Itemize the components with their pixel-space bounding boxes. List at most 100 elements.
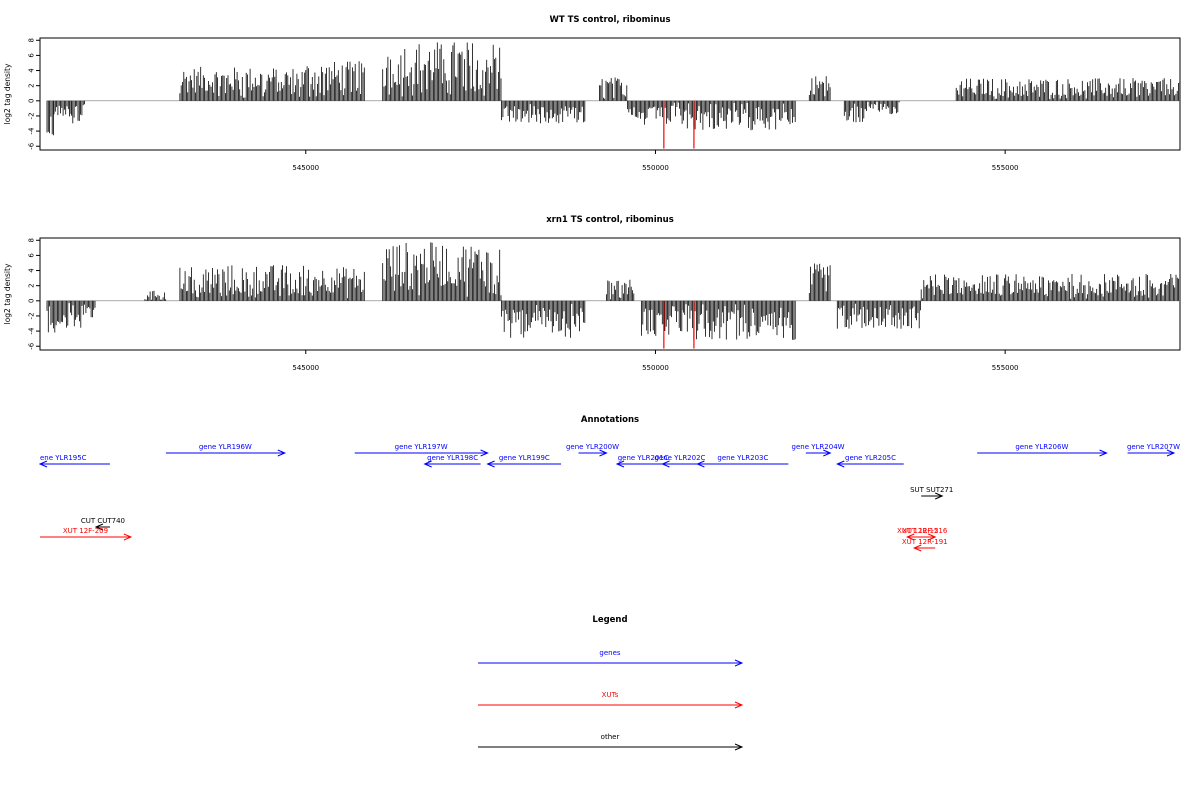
- annotation-label: gene YLR197W: [395, 443, 448, 451]
- track-wt-ytick-label: 2: [28, 83, 36, 87]
- track-wt-ytick-label: 4: [28, 68, 36, 73]
- feature-arrowhead: [836, 460, 845, 468]
- legend-item: other: [478, 733, 744, 751]
- track-xrn1-xtick-label: 555000: [992, 364, 1019, 372]
- feature-arrowhead: [615, 460, 625, 468]
- track-wt-title: WT TS control, ribominus: [549, 15, 670, 25]
- annotation-feature: gene YLR201C: [615, 454, 670, 468]
- annotation-label: XUT 12R-191: [902, 538, 948, 546]
- track-wt: WT TS control, ribominus log2 tag densit…: [3, 15, 1181, 172]
- feature-arrowhead: [94, 523, 104, 531]
- track-xrn1-ytick-label: -6: [28, 342, 36, 350]
- annotation-feature: XUT 12F-209: [40, 527, 133, 541]
- annotation-label: gene YLR196W: [199, 443, 252, 451]
- annotation-feature: gene YLR204W: [792, 443, 845, 457]
- annotation-label: ene YLR195C: [40, 454, 87, 462]
- annotation-label: gene YLR206W: [1015, 443, 1068, 451]
- feature-arrowhead: [1099, 449, 1108, 457]
- track-wt-ytick-label: 0: [28, 99, 36, 103]
- annotation-features: ene YLR195C gene YLR196W gene YLR197W gene …: [38, 443, 1180, 552]
- annotations-panel: Annotations ene YLR195C gene YLR196W gene …: [38, 415, 1180, 552]
- feature-arrowhead: [661, 460, 670, 468]
- legend-item: genes: [478, 649, 744, 667]
- feature-arrowhead: [905, 533, 915, 541]
- annotation-label: gene YLR205C: [845, 454, 896, 462]
- feature-arrowhead: [696, 460, 705, 468]
- track-xrn1-xtick-label: 545000: [292, 364, 319, 372]
- annotation-label: XUT 12R-15: [897, 527, 938, 535]
- feature-arrowhead: [599, 449, 608, 457]
- track-wt-ytick-label: 6: [28, 53, 36, 58]
- annotation-feature: gene YLR206W: [977, 443, 1108, 457]
- feature-arrowhead: [1166, 449, 1176, 457]
- track-xrn1-ylabel: log2 tag density: [3, 263, 12, 324]
- feature-arrowhead: [123, 533, 133, 541]
- feature-arrowhead: [480, 449, 489, 457]
- track-wt-xtick-label: 550000: [642, 164, 669, 172]
- feature-arrowhead: [928, 533, 937, 541]
- annotation-label: gene YLR207W: [1127, 443, 1180, 451]
- track-wt-ytick-label: -4: [28, 127, 36, 135]
- track-xrn1-frame: [39, 237, 1181, 351]
- annotation-feature: ene YLR195C: [38, 454, 110, 468]
- annotation-feature: gene YLR196W: [165, 443, 287, 457]
- track-wt-xtick-label: 545000: [292, 164, 319, 172]
- track-wt-ytick-label: -2: [28, 112, 36, 119]
- feature-arrowhead: [935, 492, 944, 500]
- annotation-feature: gene YLR197W: [354, 443, 489, 457]
- track-wt-ylabel: log2 tag density: [3, 63, 12, 124]
- annotation-feature: XUT 12F-216: [902, 527, 948, 541]
- annotation-label: SUT SUT271: [910, 486, 953, 494]
- track-xrn1-ytick-label: 4: [28, 268, 36, 273]
- feature-arrowhead: [734, 743, 744, 751]
- track-xrn1-ytick-label: 6: [27, 253, 35, 258]
- track-xrn1-ytick-label: 0: [28, 299, 36, 303]
- annotation-label: gene YLR201C: [618, 454, 669, 462]
- track-xrn1-bars: [46, 242, 1181, 349]
- track-xrn1: xrn1 TS control, ribominus log2 tag dens…: [3, 215, 1181, 372]
- track-xrn1-ytick-label: 8: [28, 238, 36, 242]
- track-xrn1-ytick-label: -2: [28, 312, 36, 319]
- annotation-feature: XUT 12R-191: [902, 538, 948, 552]
- track-wt-bars: [46, 42, 1181, 149]
- annotation-feature: gene YLR198C: [423, 454, 481, 468]
- annotation-label: XUT 12F-209: [63, 527, 108, 535]
- track-xrn1-ytick-label: -4: [28, 327, 36, 335]
- legend-items: genes XUTs other: [478, 649, 744, 751]
- feature-arrowhead: [823, 449, 832, 457]
- feature-arrowhead: [486, 460, 495, 468]
- feature-arrowhead: [912, 544, 922, 552]
- track-xrn1-ytick-label: 2: [28, 283, 36, 287]
- annotation-feature: gene YLR199C: [486, 454, 562, 468]
- annotation-feature: gene YLR200W: [566, 443, 619, 457]
- annotation-label: CUT CUT740: [81, 517, 125, 525]
- annotation-label: gene YLR198C: [427, 454, 478, 462]
- annotation-feature: gene YLR207W: [1127, 443, 1180, 457]
- annotation-label: gene YLR199C: [499, 454, 550, 462]
- legend-item: XUTs: [478, 691, 744, 709]
- legend-panel: Legend genes XUTs other: [478, 615, 744, 751]
- track-wt-axes: 8 6 4 2 0 -2 -4 -6 545000 550000 555000: [28, 38, 1019, 172]
- feature-arrowhead: [734, 701, 744, 709]
- annotation-label: gene YLR203C: [717, 454, 768, 462]
- annotation-label: XUT 12F-216: [902, 527, 948, 535]
- annotation-label: gene YLR200W: [566, 443, 619, 451]
- annotation-feature: gene YLR203C: [696, 454, 789, 468]
- annotation-feature: SUT SUT271: [910, 486, 953, 500]
- track-xrn1-xtick-label: 550000: [642, 364, 669, 372]
- annotation-feature: gene YLR202C: [654, 454, 706, 468]
- legend-title: Legend: [592, 615, 627, 625]
- feature-arrowhead: [38, 460, 48, 468]
- annotations-title: Annotations: [581, 415, 639, 425]
- annotation-label: gene YLR204W: [792, 443, 845, 451]
- track-xrn1-axes: 8 6 4 2 0 -2 -4 -6 545000 550000 555000: [27, 238, 1018, 372]
- feature-arrowhead: [423, 460, 432, 468]
- feature-arrowhead: [734, 659, 744, 667]
- track-xrn1-title: xrn1 TS control, ribominus: [546, 215, 674, 225]
- annotation-label: gene YLR202C: [654, 454, 705, 462]
- feature-arrowhead: [277, 449, 287, 457]
- track-wt-xtick-label: 555000: [992, 164, 1019, 172]
- legend-label: genes: [599, 649, 620, 657]
- annotation-feature: gene YLR205C: [836, 454, 904, 468]
